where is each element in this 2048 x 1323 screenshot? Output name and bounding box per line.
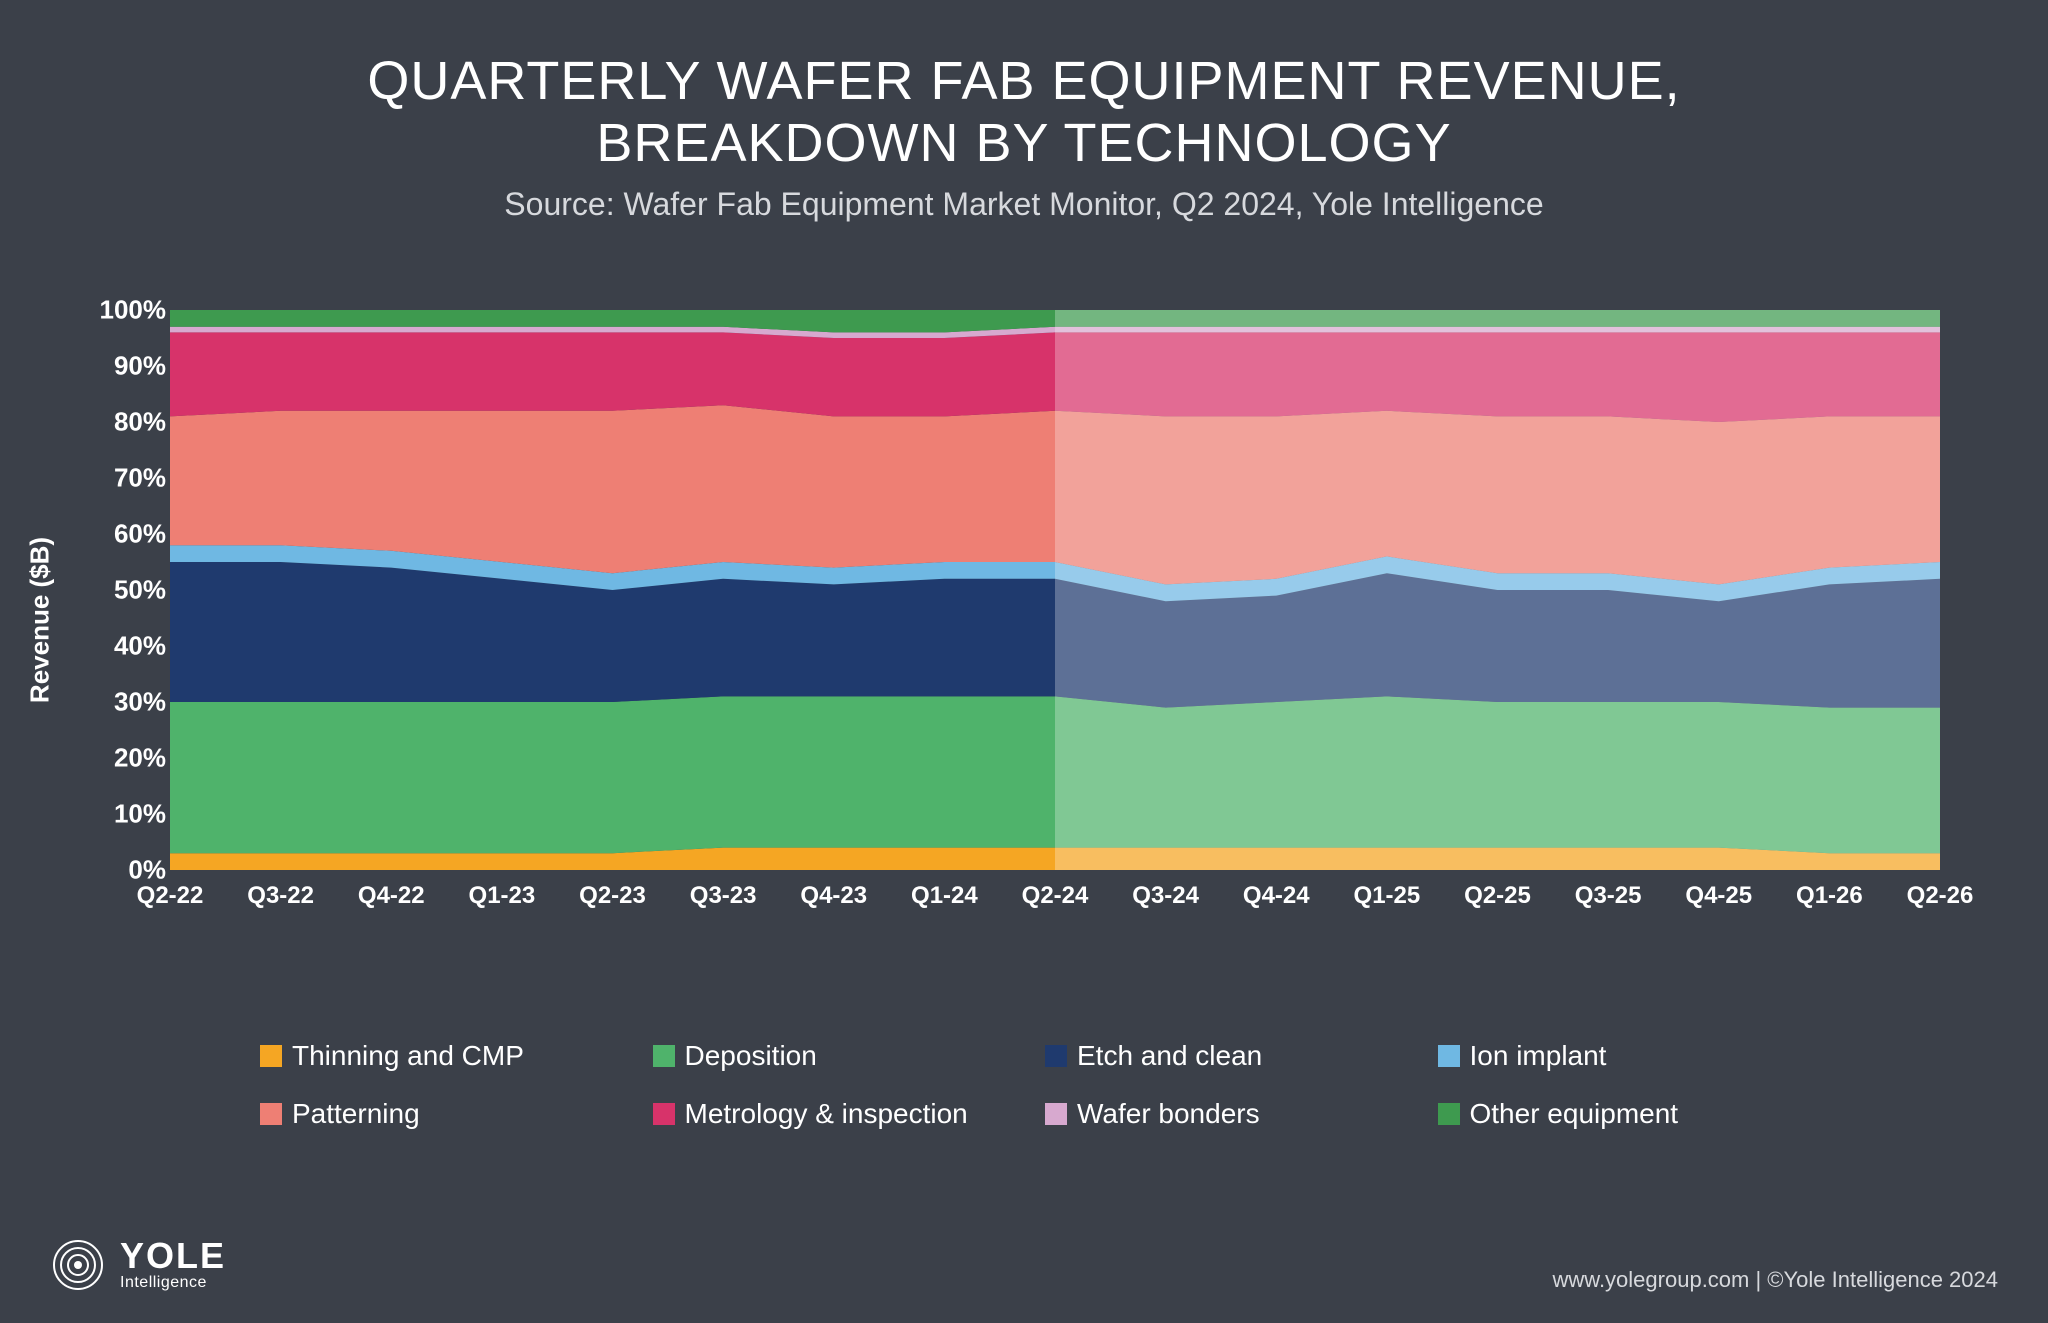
area-series	[170, 332, 1940, 422]
title-line-1: QUARTERLY WAFER FAB EQUIPMENT REVENUE,	[367, 51, 1680, 111]
y-tick: 40%	[90, 631, 166, 662]
legend-label: Other equipment	[1470, 1098, 1679, 1130]
legend-label: Metrology & inspection	[685, 1098, 968, 1130]
legend-label: Etch and clean	[1077, 1040, 1262, 1072]
legend-label: Deposition	[685, 1040, 817, 1072]
legend-label: Ion implant	[1470, 1040, 1607, 1072]
x-tick: Q1-25	[1354, 882, 1421, 910]
legend-swatch	[1438, 1045, 1460, 1067]
y-tick: 80%	[90, 407, 166, 438]
x-tick: Q3-23	[690, 882, 757, 910]
title-line-2: BREAKDOWN BY TECHNOLOGY	[596, 113, 1451, 173]
y-tick: 70%	[90, 463, 166, 494]
legend-swatch	[1438, 1103, 1460, 1125]
x-tick: Q3-24	[1132, 882, 1199, 910]
chart-area: Revenue ($B) 0%10%20%30%40%50%60%70%80%9…	[90, 310, 1960, 930]
y-axis-label: Revenue ($B)	[25, 537, 56, 703]
legend-label: Thinning and CMP	[292, 1040, 524, 1072]
x-tick: Q1-23	[469, 882, 536, 910]
legend-item: Deposition	[653, 1040, 1036, 1072]
legend-item: Ion implant	[1438, 1040, 1821, 1072]
legend-swatch	[653, 1045, 675, 1067]
y-tick: 20%	[90, 743, 166, 774]
legend-item: Other equipment	[1438, 1098, 1821, 1130]
logo-sub: Intelligence	[120, 1274, 226, 1292]
legend-item: Patterning	[260, 1098, 643, 1130]
y-tick: 50%	[90, 575, 166, 606]
footer: YOLE Intelligence www.yolegroup.com | ©Y…	[50, 1237, 1998, 1293]
logo-icon	[50, 1237, 106, 1293]
legend-swatch	[1045, 1045, 1067, 1067]
chart-subtitle: Source: Wafer Fab Equipment Market Monit…	[0, 186, 2048, 223]
y-tick: 100%	[90, 295, 166, 326]
y-tick: 30%	[90, 687, 166, 718]
x-tick: Q2-22	[137, 882, 204, 910]
x-tick: Q1-24	[911, 882, 978, 910]
x-tick: Q4-23	[800, 882, 867, 910]
legend-swatch	[653, 1103, 675, 1125]
copyright-text: www.yolegroup.com | ©Yole Intelligence 2…	[1553, 1267, 1999, 1293]
x-tick: Q1-26	[1796, 882, 1863, 910]
y-tick: 60%	[90, 519, 166, 550]
logo-text: YOLE Intelligence	[120, 1238, 226, 1292]
x-tick: Q4-22	[358, 882, 425, 910]
legend-label: Wafer bonders	[1077, 1098, 1260, 1130]
title-block: QUARTERLY WAFER FAB EQUIPMENT REVENUE, B…	[0, 0, 2048, 223]
chart-container: QUARTERLY WAFER FAB EQUIPMENT REVENUE, B…	[0, 0, 2048, 1323]
x-tick: Q4-25	[1685, 882, 1752, 910]
legend-item: Wafer bonders	[1045, 1098, 1428, 1130]
legend-swatch	[260, 1045, 282, 1067]
brand-logo: YOLE Intelligence	[50, 1237, 226, 1293]
y-tick: 90%	[90, 351, 166, 382]
legend-swatch	[1045, 1103, 1067, 1125]
x-tick: Q2-25	[1464, 882, 1531, 910]
legend-label: Patterning	[292, 1098, 420, 1130]
legend-item: Thinning and CMP	[260, 1040, 643, 1072]
y-tick: 10%	[90, 799, 166, 830]
legend-swatch	[260, 1103, 282, 1125]
x-tick: Q4-24	[1243, 882, 1310, 910]
x-tick: Q2-26	[1907, 882, 1974, 910]
area-series	[170, 696, 1940, 853]
y-tick: 0%	[90, 855, 166, 886]
x-tick: Q2-24	[1022, 882, 1089, 910]
plot-region	[170, 310, 1940, 870]
legend: Thinning and CMP Deposition Etch and clean…	[260, 1040, 1820, 1130]
chart-title: QUARTERLY WAFER FAB EQUIPMENT REVENUE, B…	[0, 50, 2048, 174]
legend-item: Etch and clean	[1045, 1040, 1428, 1072]
x-tick: Q2-23	[579, 882, 646, 910]
legend-item: Metrology & inspection	[653, 1098, 1036, 1130]
logo-brand: YOLE	[120, 1238, 226, 1274]
x-tick: Q3-22	[247, 882, 314, 910]
x-tick: Q3-25	[1575, 882, 1642, 910]
